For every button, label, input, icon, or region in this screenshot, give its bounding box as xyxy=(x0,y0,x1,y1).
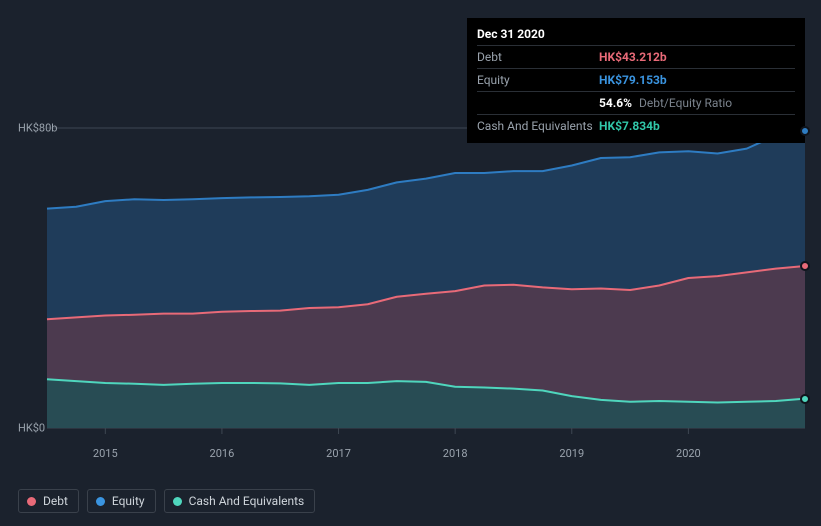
financials-area-chart: HK$80b HK$0 2015 2016 2017 2018 2019 202… xyxy=(0,0,821,526)
x-tick-0: 2015 xyxy=(93,447,118,460)
tooltip-suffix: Debt/Equity Ratio xyxy=(639,96,732,110)
tooltip-key: Cash And Equivalents xyxy=(477,117,599,135)
y-tick-label-80: HK$80b xyxy=(18,122,57,135)
legend-label: Debt xyxy=(43,494,68,508)
tooltip-date: Dec 31 2020 xyxy=(477,25,795,45)
x-tick-3: 2018 xyxy=(443,447,468,460)
legend-swatch-icon xyxy=(96,497,105,506)
y-tick-label-0: HK$0 xyxy=(18,422,45,435)
legend-swatch-icon xyxy=(27,497,36,506)
tooltip-key: Debt xyxy=(477,48,599,66)
legend-swatch-icon xyxy=(173,497,182,506)
tooltip-value: 54.6% xyxy=(599,96,632,110)
chart-legend: Debt Equity Cash And Equivalents xyxy=(18,489,315,513)
series-end-marker xyxy=(800,261,810,271)
tooltip-value: HK$43.212b xyxy=(599,48,667,66)
series-end-marker xyxy=(800,394,810,404)
series-end-marker xyxy=(800,126,810,136)
x-tick-5: 2020 xyxy=(676,447,701,460)
tooltip-key xyxy=(477,94,599,112)
legend-item-cash[interactable]: Cash And Equivalents xyxy=(164,489,316,513)
x-tick-2: 2017 xyxy=(326,447,351,460)
tooltip-key: Equity xyxy=(477,71,599,89)
tooltip-row-equity: Equity HK$79.153b xyxy=(477,68,795,91)
tooltip-value: HK$79.153b xyxy=(599,71,667,89)
legend-label: Equity xyxy=(112,494,145,508)
tooltip-row-cash: Cash And Equivalents HK$7.834b xyxy=(477,114,795,137)
legend-label: Cash And Equivalents xyxy=(189,494,305,508)
legend-item-debt[interactable]: Debt xyxy=(18,489,79,513)
tooltip-value: HK$7.834b xyxy=(599,117,660,135)
chart-tooltip: Dec 31 2020 Debt HK$43.212b Equity HK$79… xyxy=(467,18,805,143)
x-tick-4: 2019 xyxy=(559,447,584,460)
tooltip-row-debt: Debt HK$43.212b xyxy=(477,45,795,68)
tooltip-row-ratio: 54.6% Debt/Equity Ratio xyxy=(477,91,795,114)
legend-item-equity[interactable]: Equity xyxy=(87,489,156,513)
x-tick-1: 2016 xyxy=(210,447,235,460)
